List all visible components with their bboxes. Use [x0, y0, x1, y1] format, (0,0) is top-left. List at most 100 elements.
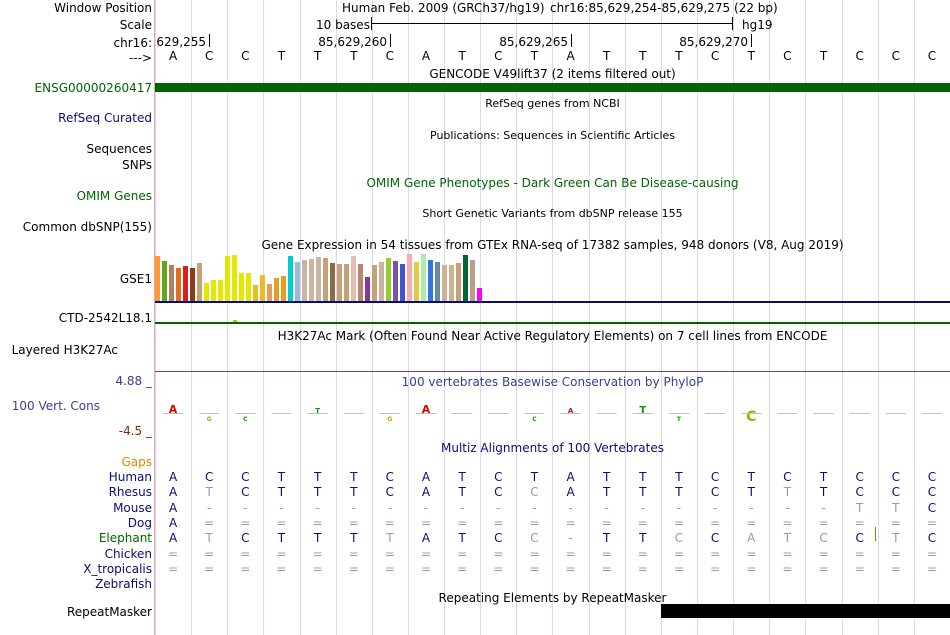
h3k27ac-baseline: [155, 371, 950, 372]
alignment-base: =: [204, 547, 215, 561]
gtex-tissue-bar[interactable]: [372, 265, 377, 301]
repeatmasker-label[interactable]: RepeatMasker: [66, 605, 152, 619]
alignment-base: -: [568, 501, 573, 515]
gtex-tissue-bar[interactable]: [337, 264, 342, 301]
gtex-tissue-bar[interactable]: [323, 258, 328, 301]
gtex-tissue-bar[interactable]: [379, 262, 384, 301]
scale-db: hg19: [742, 18, 773, 32]
track-image[interactable]: Human Feb. 2009 (GRCh37/hg19) chr16:85,6…: [155, 0, 950, 635]
gtex-tissue-bar[interactable]: [456, 263, 461, 301]
alignment-base: T: [639, 485, 647, 499]
species-label-x_tropicalis[interactable]: X_tropicalis: [83, 562, 152, 576]
phylop-letter: C: [532, 416, 537, 423]
alignment-base: =: [637, 562, 648, 576]
gtex-tissue-bar[interactable]: [302, 260, 307, 301]
alignment-base: -: [604, 501, 609, 515]
alignment-base: C: [891, 470, 900, 484]
gtex-tissue-bar[interactable]: [197, 263, 202, 301]
common-dbsnp-label[interactable]: Common dbSNP(155): [22, 220, 152, 234]
gtex-tissue-bar[interactable]: [155, 256, 160, 301]
gtex-tissue-bar[interactable]: [463, 255, 468, 301]
gtex-tissue-bar[interactable]: [232, 255, 237, 301]
base-letter: T: [747, 49, 755, 63]
alignment-base: C: [530, 531, 539, 545]
base-letter: C: [241, 49, 250, 63]
ruler-position-label: 85,629,270: [679, 35, 748, 49]
species-label-zebrafish[interactable]: Zebrafish: [95, 577, 152, 591]
gtex-barchart[interactable]: [155, 254, 535, 301]
gtex-tissue-bar[interactable]: [183, 266, 188, 301]
gtex-tissue-bar[interactable]: [274, 278, 279, 301]
gtex-tissue-bar[interactable]: [225, 256, 230, 301]
ruler-tick: [390, 34, 391, 47]
alignment-base: =: [529, 547, 540, 561]
gse1-label[interactable]: GSE1: [119, 272, 152, 286]
gtex-tissue-bar[interactable]: [281, 276, 286, 301]
gtex-tissue-bar[interactable]: [211, 280, 216, 301]
gtex-tissue-bar[interactable]: [449, 265, 454, 301]
alignment-base: =: [457, 547, 468, 561]
gtex-tissue-bar[interactable]: [365, 277, 370, 301]
layered-h3k27ac-label[interactable]: Layered H3K27Ac: [11, 343, 118, 357]
gtex-tissue-bar[interactable]: [204, 283, 209, 301]
gtex-tissue-bar[interactable]: [351, 256, 356, 301]
gtex-tissue-bar[interactable]: [442, 265, 447, 301]
base-letter: C: [891, 49, 900, 63]
alignment-base: C: [927, 501, 937, 515]
gtex-tissue-bar[interactable]: [267, 284, 272, 301]
gtex-tissue-bar[interactable]: [190, 268, 195, 301]
species-label-elephant[interactable]: Elephant: [98, 531, 152, 545]
gtex-tissue-bar[interactable]: [414, 262, 419, 301]
gtex-tissue-bar[interactable]: [386, 258, 391, 301]
gtex-tissue-bar[interactable]: [400, 264, 405, 301]
repeatmasker-feature[interactable]: [661, 604, 950, 618]
gencode-gene-feature[interactable]: [155, 83, 950, 92]
gtex-tissue-bar[interactable]: [407, 254, 412, 301]
alignment-base: =: [746, 516, 757, 530]
sequences-label[interactable]: Sequences: [86, 142, 152, 156]
alignment-base: C: [710, 470, 720, 484]
species-label-rhesus[interactable]: Rhesus: [108, 485, 152, 499]
gtex-tissue-bar[interactable]: [435, 262, 440, 301]
gtex-tissue-bar[interactable]: [393, 261, 398, 301]
conservation-track-label[interactable]: 100 Vert. Cons: [11, 399, 100, 413]
conservation-max-label: 4.88 _: [115, 374, 152, 388]
gtex-tissue-bar[interactable]: [253, 285, 258, 301]
gtex-tissue-bar[interactable]: [246, 273, 251, 301]
gtex-tissue-bar[interactable]: [162, 261, 167, 301]
phylop-logo[interactable]: A G C T G A C A T T C: [155, 398, 950, 440]
alignment-base: =: [240, 547, 251, 561]
phylop-letter: C: [746, 409, 756, 425]
gtex-tissue-bar[interactable]: [316, 257, 321, 301]
ctd-label[interactable]: CTD-2542L18.1: [58, 311, 152, 325]
species-label-mouse[interactable]: Mouse: [113, 501, 152, 515]
gencode-gene-label[interactable]: ENSG00000260417: [34, 81, 152, 95]
gtex-tissue-bar[interactable]: [295, 262, 300, 301]
gtex-tissue-bar[interactable]: [169, 265, 174, 301]
ctd-marker: [233, 320, 237, 322]
alignment-base: T: [892, 531, 900, 545]
publications-track-title: Publications: Sequences in Scientific Ar…: [430, 129, 675, 142]
gtex-tissue-bar[interactable]: [477, 288, 482, 301]
gtex-tissue-bar[interactable]: [330, 263, 335, 301]
gtex-tissue-bar[interactable]: [239, 273, 244, 301]
species-label-human[interactable]: Human: [108, 470, 152, 484]
snps-label[interactable]: SNPs: [122, 158, 152, 172]
gtex-tissue-bar[interactable]: [344, 264, 349, 301]
gtex-tissue-bar[interactable]: [288, 256, 293, 301]
species-label-dog[interactable]: Dog: [127, 516, 152, 530]
gtex-tissue-bar[interactable]: [260, 275, 265, 301]
alignment-base: =: [457, 516, 468, 530]
gtex-tissue-bar[interactable]: [470, 260, 475, 301]
gtex-tissue-bar[interactable]: [358, 264, 363, 301]
refseq-curated-label[interactable]: RefSeq Curated: [58, 111, 152, 125]
gtex-tissue-bar[interactable]: [176, 268, 181, 301]
omim-genes-label[interactable]: OMIM Genes: [76, 189, 152, 203]
gtex-tissue-bar[interactable]: [421, 254, 426, 301]
alignment-base: C: [927, 485, 937, 499]
gtex-tissue-bar[interactable]: [428, 260, 433, 301]
gtex-tissue-bar[interactable]: [309, 259, 314, 301]
gtex-tissue-bar[interactable]: [218, 280, 223, 301]
species-label-chicken[interactable]: Chicken: [104, 547, 152, 561]
alignment-base: T: [783, 485, 792, 499]
